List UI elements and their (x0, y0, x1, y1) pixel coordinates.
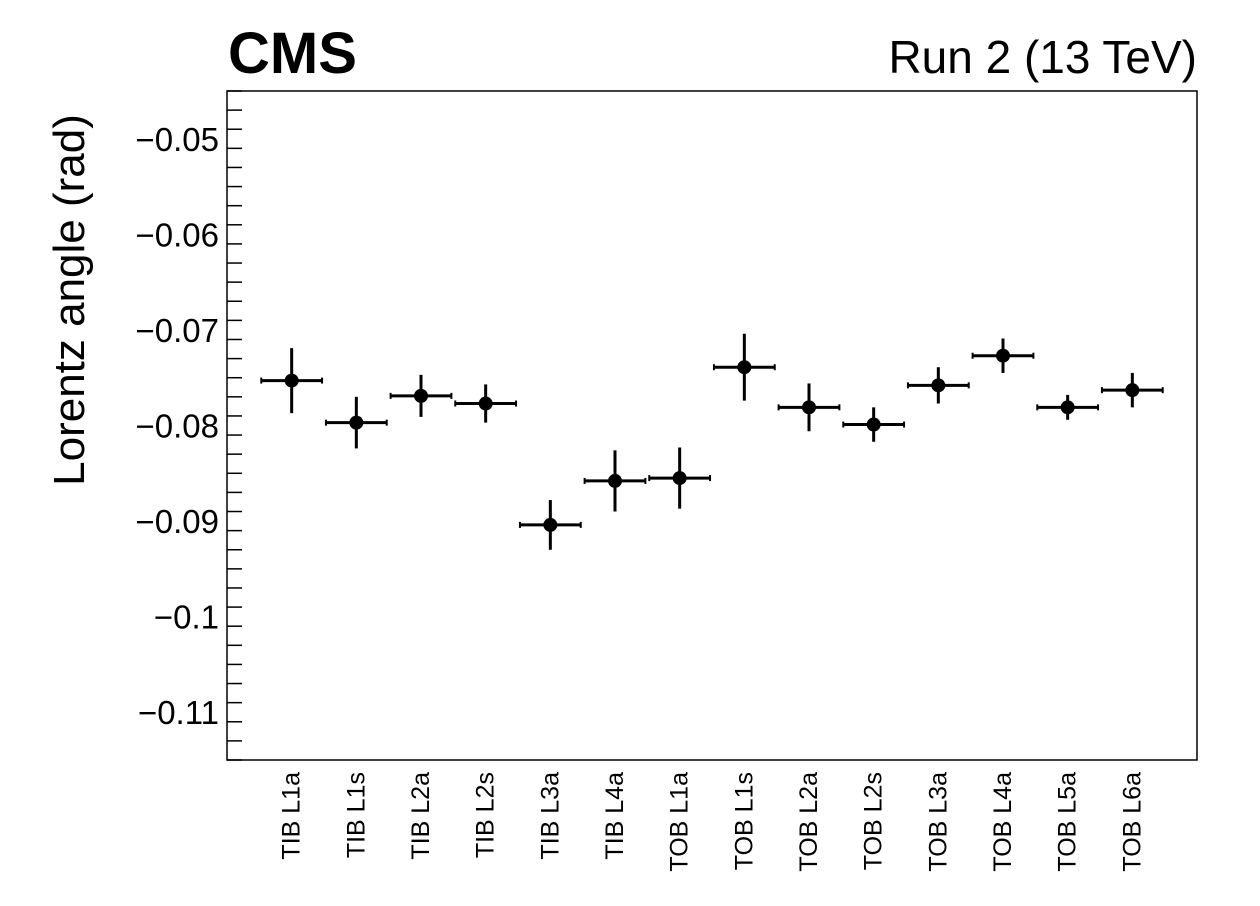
experiment-label: CMS (228, 21, 357, 86)
data-point-group (712, 333, 776, 401)
y-tick-label: −0.09 (136, 503, 220, 540)
run-info-label: Run 2 (13 TeV) (888, 31, 1197, 83)
data-point (931, 378, 946, 393)
x-tick-label: TIB L2a (407, 772, 435, 860)
y-tick-label: −0.07 (136, 312, 220, 349)
x-tick-label: TOB L2a (795, 772, 823, 872)
data-point (737, 360, 752, 375)
x-axis-ticks: TIB L1a TIB L1s TIB L2a TIB L2s TIB L3a TIB L… (278, 772, 1147, 872)
data-point (802, 400, 816, 415)
x-tick-label: TOB L1a (666, 772, 694, 872)
data-point (996, 348, 1010, 363)
data-point (349, 415, 364, 430)
y-tick-label: −0.06 (136, 216, 220, 253)
x-tick-label: TOB L2s (860, 772, 888, 870)
data-point (608, 473, 622, 488)
data-point-group (1100, 372, 1164, 408)
data-point-group (454, 384, 518, 423)
x-tick-label: TIB L2s (472, 772, 500, 858)
y-tick-label: −0.08 (136, 408, 220, 445)
data-point-group (389, 374, 453, 417)
x-tick-label: TIB L4a (601, 772, 629, 860)
data-point-group (906, 367, 970, 404)
data-point-group (777, 383, 841, 432)
x-tick-label: TOB L5a (1054, 772, 1082, 872)
x-tick-label: TOB L3a (924, 772, 952, 872)
data-point (478, 396, 493, 411)
data-point (672, 471, 687, 486)
data-point-group (583, 450, 647, 512)
data-point (1125, 383, 1140, 398)
data-point-group (842, 407, 906, 442)
y-tick-label: −0.05 (136, 121, 220, 158)
data-point-group (260, 348, 324, 414)
x-tick-label: TOB L4a (989, 772, 1017, 872)
data-point-group (648, 447, 712, 509)
y-axis-ticks: −0.05 −0.06 −0.07 −0.08 −0.09 −0.1 −0.11 (136, 90, 242, 761)
y-tick-label: −0.11 (138, 694, 219, 731)
data-point (414, 388, 428, 403)
data-point (284, 373, 299, 388)
data-point (543, 517, 558, 532)
y-tick-label: −0.1 (154, 599, 219, 636)
x-tick-label: TIB L3a (536, 772, 564, 860)
data-point-group (518, 500, 582, 550)
data-point (866, 417, 881, 432)
data-point-group (324, 396, 388, 449)
x-tick-label: TIB L1a (278, 772, 306, 860)
x-tick-label: TIB L1s (342, 772, 370, 858)
data-series (260, 333, 1164, 550)
data-point (1060, 400, 1075, 415)
plot-frame (226, 90, 1198, 761)
y-axis-label: Lorentz angle (rad) (45, 114, 94, 486)
x-tick-label: TOB L6a (1118, 772, 1146, 872)
x-tick-label: TOB L1s (730, 772, 758, 870)
data-point-group (1036, 394, 1100, 420)
data-point-group (971, 338, 1035, 373)
